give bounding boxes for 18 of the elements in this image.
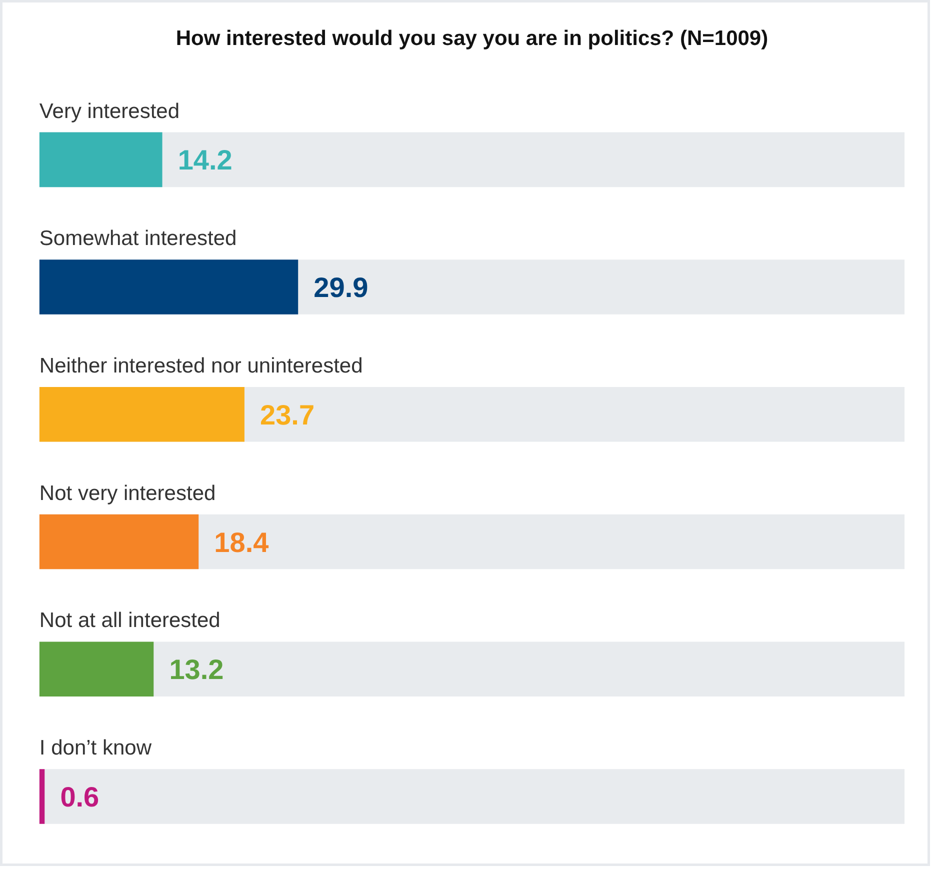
y-tick-label: Not very interested bbox=[39, 482, 216, 505]
data-label: 0.6 bbox=[60, 781, 100, 812]
data-label: 23.7 bbox=[260, 399, 315, 430]
y-tick-label: I don’t know bbox=[39, 736, 152, 760]
bar bbox=[39, 769, 45, 824]
bar bbox=[39, 387, 244, 442]
y-tick-label: Not at all interested bbox=[39, 609, 220, 632]
y-tick-label: Neither interested nor uninterested bbox=[39, 354, 363, 378]
chart-title: How interested would you say you are in politics? (N=1009) bbox=[176, 27, 768, 50]
data-label: 13.2 bbox=[169, 654, 224, 686]
bar bbox=[39, 132, 162, 188]
data-label: 18.4 bbox=[214, 526, 270, 558]
y-tick-label: Very interested bbox=[39, 100, 180, 123]
bar bbox=[39, 642, 154, 696]
data-label: 29.9 bbox=[314, 272, 368, 304]
y-tick-label: Somewhat interested bbox=[39, 227, 237, 250]
bar bbox=[39, 514, 199, 570]
data-label: 14.2 bbox=[178, 144, 232, 176]
